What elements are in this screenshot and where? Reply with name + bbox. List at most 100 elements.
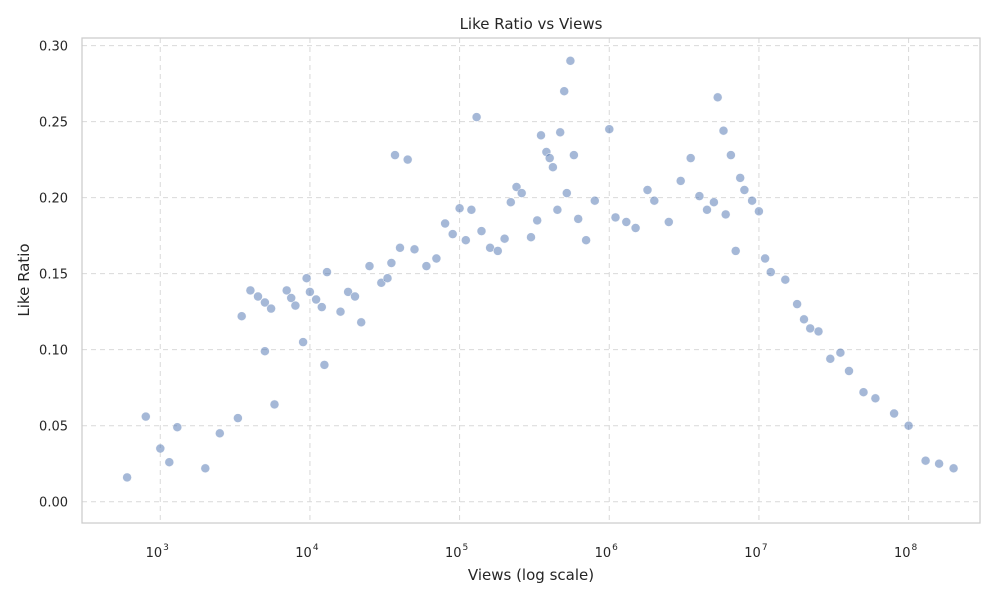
y-tick-label: 0.00 (39, 496, 68, 511)
y-tick-label: 0.20 (39, 192, 68, 207)
data-point (454, 203, 465, 214)
data-point (780, 274, 791, 285)
data-point (447, 229, 458, 239)
y-tick-label: 0.10 (39, 344, 68, 359)
data-point (792, 299, 802, 309)
data-point (281, 285, 292, 296)
data-point (565, 55, 576, 66)
y-tick-label: 0.25 (39, 116, 68, 131)
data-point (260, 297, 270, 308)
x-axis-label: Views (log scale) (468, 566, 594, 584)
data-point (799, 314, 809, 325)
data-point (735, 173, 746, 183)
x-tick-exponent: 3 (163, 543, 169, 553)
data-point (305, 287, 315, 297)
data-point (316, 302, 327, 312)
data-point (663, 217, 674, 227)
data-point (269, 399, 280, 410)
x-tick-exponent: 8 (911, 543, 917, 553)
data-point (548, 162, 558, 172)
data-point (311, 294, 321, 305)
data-point (589, 195, 600, 206)
data-point (301, 273, 312, 284)
data-point (844, 366, 854, 376)
data-point (164, 457, 175, 468)
data-point (200, 463, 211, 474)
data-point (122, 472, 132, 483)
data-point (350, 291, 360, 302)
data-point (322, 267, 332, 277)
data-point (526, 232, 536, 242)
data-points (122, 55, 959, 483)
data-point (805, 323, 816, 334)
data-point (552, 205, 563, 215)
data-point (253, 291, 263, 302)
data-point (694, 191, 705, 201)
x-tick-exponent: 7 (762, 543, 768, 553)
data-point (286, 293, 297, 303)
data-point (386, 258, 397, 268)
data-point (649, 195, 660, 206)
data-point (561, 188, 572, 198)
data-point (471, 112, 482, 122)
data-point (870, 393, 881, 404)
y-tick-label: 0.05 (39, 420, 68, 435)
data-point (760, 253, 770, 264)
data-point (642, 185, 653, 195)
data-point (335, 306, 346, 317)
data-point (754, 206, 764, 217)
data-point (726, 150, 736, 160)
data-point (390, 150, 400, 160)
data-point (903, 420, 914, 431)
data-point (675, 176, 686, 186)
y-axis-label: Like Ratio (15, 243, 33, 316)
data-point (402, 154, 413, 165)
data-point (544, 153, 555, 163)
data-point (630, 223, 641, 233)
data-point (409, 244, 420, 255)
data-point (260, 346, 270, 357)
data-point (889, 408, 899, 419)
data-point (573, 214, 584, 224)
data-point (466, 205, 477, 215)
data-point (825, 353, 836, 364)
data-point (440, 218, 450, 229)
data-point (739, 185, 750, 195)
data-point (215, 428, 225, 439)
data-point (621, 217, 632, 227)
data-point (233, 413, 243, 423)
data-point (382, 273, 393, 284)
data-point (343, 287, 353, 297)
data-point (421, 261, 432, 271)
data-point (245, 285, 256, 296)
data-point (298, 337, 308, 347)
data-point (858, 387, 869, 398)
data-point (319, 360, 330, 370)
data-point (364, 261, 375, 271)
data-point (610, 212, 621, 223)
data-point (536, 130, 546, 141)
data-point (730, 246, 741, 256)
x-tick-exponent: 5 (462, 543, 468, 553)
data-point (581, 235, 591, 245)
data-point (356, 317, 367, 328)
x-tick-exponent: 6 (612, 543, 618, 553)
data-point (709, 197, 719, 207)
data-point (499, 233, 510, 244)
data-point (155, 443, 166, 454)
data-point (934, 458, 944, 469)
data-point (712, 92, 723, 103)
data-point (395, 243, 405, 253)
data-point (532, 215, 543, 226)
data-point (505, 197, 516, 207)
data-point (266, 303, 276, 314)
data-point (492, 246, 503, 256)
data-point (920, 455, 931, 466)
grid-lines (82, 38, 980, 523)
y-tick-label: 0.30 (39, 40, 68, 55)
data-point (569, 150, 579, 160)
data-point (460, 235, 471, 245)
y-axis-ticks: 0.00 0.05 0.10 0.15 0.20 0.25 0.30 (39, 40, 68, 511)
